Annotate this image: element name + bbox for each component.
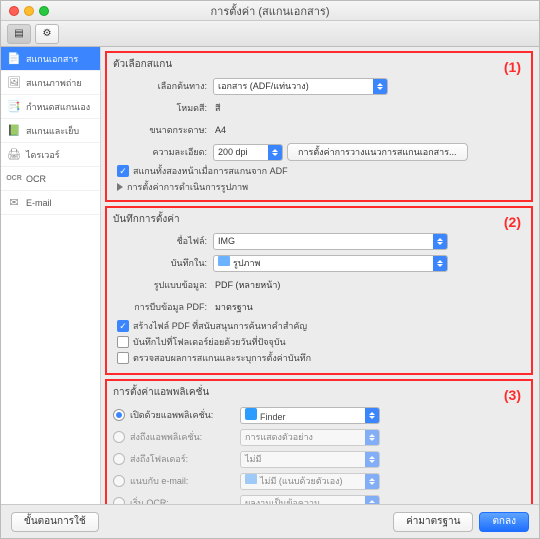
pdf-search-checkbox[interactable] [117,320,129,332]
sidebar-item-label: สแกนเอกสาร [26,52,78,66]
sidebar-item-photo[interactable]: 🖼 สแกนภาพถ่าย [1,71,100,95]
sidebar: 📄 สแกนเอกสาร 🖼 สแกนภาพถ่าย 📑 กำหนดสแกนเอง 📗… [1,47,101,504]
ocr-radio[interactable] [113,497,125,504]
pdf-search-label: สร้างไฟล์ PDF ที่สนับสนุนการค้นหาคำสำคัญ [133,319,307,333]
saveto-select[interactable]: รูปภาพ [213,255,448,272]
open-app-label: เปิดด้วยแอพพลิเคชั่น: [130,408,240,422]
filename-field[interactable]: IMG [213,233,448,250]
compress-label: การบีบข้อมูล PDF: [113,300,213,314]
sidebar-item-label: สแกนและเย็บ [26,124,79,138]
mode-label: โหมดสี: [113,101,213,115]
format-label: รูปแบบข้อมูล: [113,278,213,292]
adf-duplex-label: สแกนทั้งสองหน้าเมื่อการสแกนจาก ADF [133,164,288,178]
open-app-select[interactable]: Finder [240,407,380,424]
finder-icon [245,408,257,420]
filename-label: ชื่อไฟล์: [113,234,213,248]
open-app-radio[interactable] [113,409,125,421]
photo-icon: 🖼 [7,77,21,89]
send-app-select[interactable]: การแสดงตัวอย่าง [240,429,380,446]
group-title: ตัวเลือกสแกน [113,57,525,72]
ok-button[interactable]: ตกลง [479,512,529,532]
paper-value: A4 [213,125,226,135]
adf-duplex-checkbox[interactable] [117,165,129,177]
group-badge: (2) [504,214,521,230]
document-icon: 📄 [7,53,21,65]
sidebar-item-custom[interactable]: 📑 กำหนดสแกนเอง [1,95,100,119]
email-select[interactable]: ไม่มี (แนบด้วยตัวเอง) [240,473,380,490]
res-label: ความละเอียด: [113,145,213,159]
sidebar-item-ocr[interactable]: OCR OCR [1,167,100,191]
footer: ขั้นตอนการใช้ ค่ามาตรฐาน ตกลง [1,504,539,538]
check-results-checkbox[interactable] [117,352,129,364]
settings-window: การตั้งค่า (สแกนเอกสาร) ▤ ⚙ 📄 สแกนเอกสาร … [0,0,540,539]
group-badge: (3) [504,387,521,403]
ocr-select[interactable]: ผลงานเป็นข้อความ [240,495,380,505]
folder-icon [245,474,257,484]
sliders-icon: ⚙ [43,28,52,39]
group-title: บันทึกการตั้งค่า [113,212,525,227]
app-settings-group: (3) การตั้งค่าแอพพลิเคชั่น เปิดด้วยแอพพล… [105,379,533,504]
chevron-updown-icon [365,408,379,423]
mode-value: สี [213,101,221,115]
stitch-icon: 📗 [7,125,21,137]
group-badge: (1) [504,59,521,75]
main-panel: (1) ตัวเลือกสแกน เลือกต้นทาง:เอกสาร (ADF… [101,47,539,504]
group-title: การตั้งค่าแอพพลิเคชั่น [113,385,525,400]
driver-icon: 🖨 [7,149,21,161]
saveto-label: บันทึกใน: [113,256,213,270]
sidebar-item-driver[interactable]: 🖨 ไดรเวอร์ [1,143,100,167]
chevron-updown-icon [365,496,379,505]
toolbar-settings-button[interactable]: ⚙ [35,24,59,44]
scanner-icon: ▤ [14,28,23,39]
custom-icon: 📑 [7,101,21,113]
send-folder-label: ส่งถึงโฟลเดอร์: [130,452,240,466]
email-radio[interactable] [113,475,125,487]
sidebar-item-label: กำหนดสแกนเอง [26,100,90,114]
instructions-button[interactable]: ขั้นตอนการใช้ [11,512,99,532]
image-processing-disclosure[interactable]: การตั้งค่าการดำเนินการรูปภาพ [117,180,525,194]
toolbar: ▤ ⚙ [1,21,539,47]
email-icon: ✉ [7,197,21,209]
ocr-label: เริ่ม OCR: [130,496,240,504]
sidebar-item-stitch[interactable]: 📗 สแกนและเย็บ [1,119,100,143]
source-label: เลือกต้นทาง: [113,79,213,93]
send-folder-select[interactable]: ไม่มี [240,451,380,468]
sidebar-item-label: ไดรเวอร์ [26,148,60,162]
defaults-button[interactable]: ค่ามาตรฐาน [393,512,473,532]
subfolder-label: บันทึกไปที่โฟลเดอร์ย่อยด้วยวันที่ปัจจุบั… [133,335,286,349]
chevron-updown-icon [365,474,379,489]
sidebar-item-document[interactable]: 📄 สแกนเอกสาร [1,47,100,71]
chevron-updown-icon [365,452,379,467]
subfolder-checkbox[interactable] [117,336,129,348]
chevron-updown-icon [433,256,447,271]
resolution-select[interactable]: 200 dpi [213,144,283,161]
chevron-updown-icon [373,79,387,94]
compress-value: มาตรฐาน [213,300,253,314]
ocr-icon: OCR [7,173,21,185]
format-value: PDF (หลายหน้า) [213,278,280,292]
folder-icon [218,256,230,266]
sidebar-item-email[interactable]: ✉ E-mail [1,191,100,215]
window-title: การตั้งค่า (สแกนเอกสาร) [1,2,539,20]
chevron-updown-icon [268,145,282,160]
sidebar-item-label: OCR [26,174,46,184]
sidebar-item-label: E-mail [26,198,52,208]
chevron-updown-icon [433,234,447,249]
toolbar-scan-button[interactable]: ▤ [7,24,31,44]
chevron-updown-icon [365,430,379,445]
send-app-radio[interactable] [113,431,125,443]
sidebar-item-label: สแกนภาพถ่าย [26,76,82,90]
triangle-right-icon [117,183,123,191]
check-results-label: ตรวจสอบผลการสแกนและระบุการตั้งค่าบันทึก [133,351,311,365]
email-label: แนบกับ e-mail: [130,474,240,488]
send-app-label: ส่งถึงแอพพลิเคชั่น: [130,430,240,444]
source-select[interactable]: เอกสาร (ADF/แท่นวาง) [213,78,388,95]
send-folder-radio[interactable] [113,453,125,465]
orientation-settings-button[interactable]: การตั้งค่าการวางแนวการสแกนเอกสาร... [287,143,468,161]
titlebar: การตั้งค่า (สแกนเอกสาร) [1,1,539,21]
paper-label: ขนาดกระดาษ: [113,123,213,137]
save-settings-group: (2) บันทึกการตั้งค่า ชื่อไฟล์:IMG บันทึก… [105,206,533,375]
scan-options-group: (1) ตัวเลือกสแกน เลือกต้นทาง:เอกสาร (ADF… [105,51,533,202]
